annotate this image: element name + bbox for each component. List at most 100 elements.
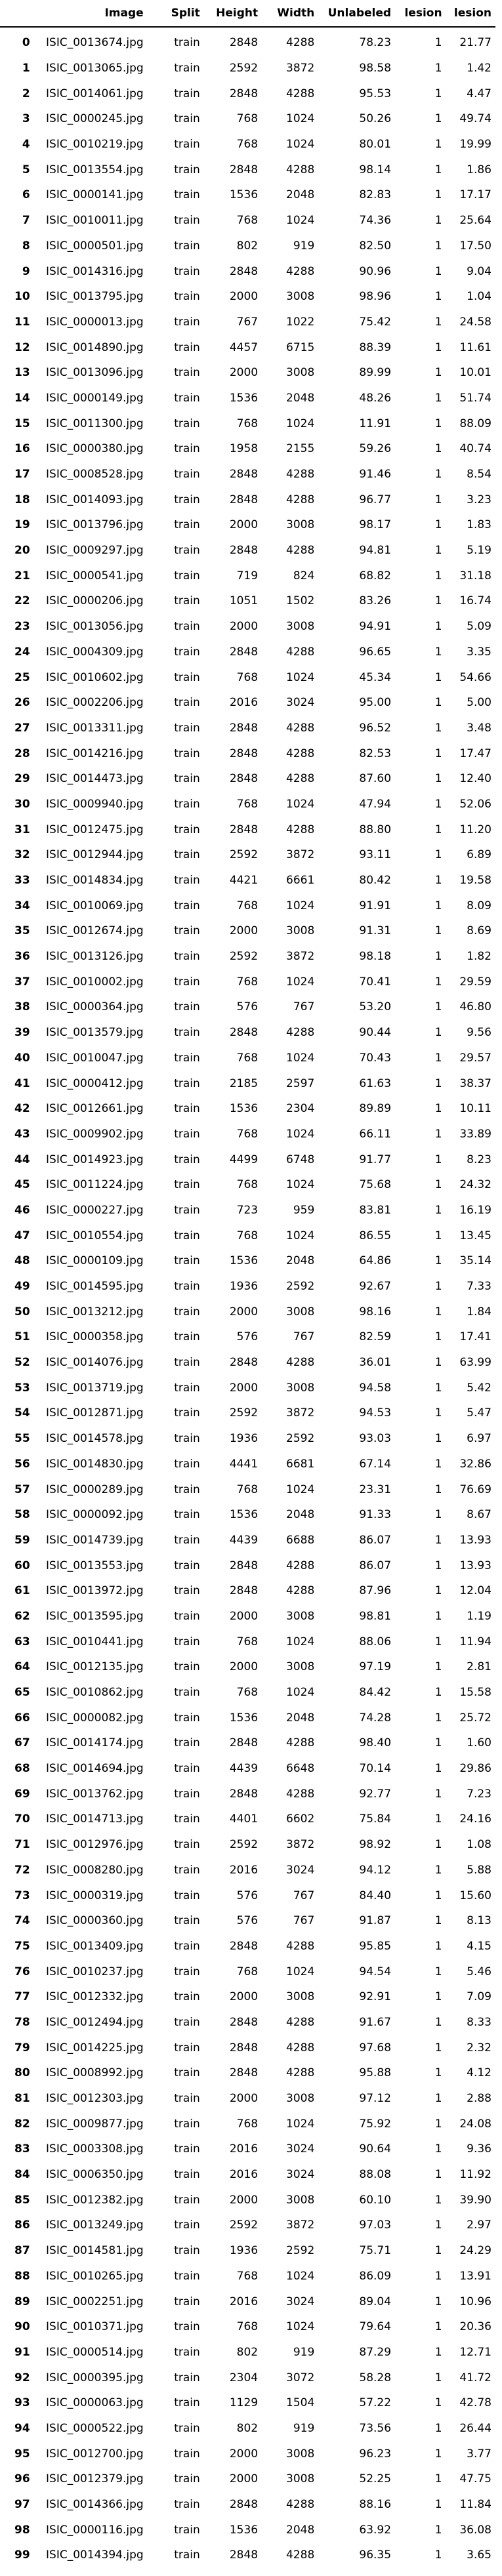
lesion-percent-cell: 5.09: [467, 620, 492, 634]
lesion-percent-cell: 10.96: [459, 2295, 492, 2308]
lesion-percent-cell: 7.33: [467, 1280, 492, 1294]
image-cell: ISIC_0000063.jpg: [46, 2396, 144, 2410]
image-cell: ISIC_0013796.jpg: [46, 518, 144, 532]
table-row: 9 ISIC_0014316.jpg train 2848 4288 90.96 1 9.04: [0, 258, 495, 284]
lesion-label-cell: 1: [434, 493, 442, 506]
split-cell: train: [174, 1381, 200, 1395]
image-cell: ISIC_0010371.jpg: [46, 2320, 144, 2334]
lesion-label-cell: 1: [434, 2548, 442, 2562]
lesion-label-cell: 1: [434, 1711, 442, 1725]
table-row: 13 ISIC_0013096.jpg train 2000 3008 89.99 1 10.…: [0, 360, 495, 386]
lesion-percent-cell: 1.19: [467, 1609, 492, 1623]
row-index: 71: [14, 1838, 30, 1852]
table-row: 35 ISIC_0012674.jpg train 2000 3008 91.31 1 8.6…: [0, 918, 495, 944]
lesion-percent-cell: 24.08: [459, 2117, 492, 2131]
lesion-percent-cell: 12.71: [459, 2345, 492, 2359]
height-cell: 2848: [229, 544, 259, 558]
image-cell: ISIC_0014581.jpg: [46, 2244, 144, 2258]
lesion-label-cell: 1: [434, 772, 442, 786]
width-cell: 1024: [286, 2117, 315, 2131]
lesion-label-cell: 1: [434, 1762, 442, 1776]
lesion-percent-cell: 1.04: [467, 290, 492, 304]
height-cell: 2000: [229, 2472, 259, 2486]
height-cell: 4457: [229, 340, 259, 354]
row-index: 74: [14, 1914, 30, 1928]
height-cell: 2000: [229, 2447, 259, 2461]
image-cell: ISIC_0010265.jpg: [46, 2269, 144, 2283]
height-cell: 802: [236, 2345, 259, 2359]
image-cell: ISIC_0000206.jpg: [46, 594, 144, 608]
width-cell: 3008: [286, 366, 315, 380]
lesion-percent-cell: 76.69: [459, 1482, 492, 1496]
lesion-percent-cell: 16.74: [459, 594, 492, 608]
lesion-label-cell: 1: [434, 1635, 442, 1648]
split-cell: train: [174, 848, 200, 862]
table-row: 68 ISIC_0014694.jpg train 4439 6648 70.14 1 29.…: [0, 1756, 495, 1782]
lesion-label-cell: 1: [434, 1356, 442, 1370]
width-cell: 1024: [286, 1127, 315, 1141]
row-index: 53: [14, 1381, 30, 1395]
width-cell: 1024: [286, 138, 315, 152]
split-cell: train: [174, 239, 200, 253]
width-cell: 4288: [286, 1736, 315, 1750]
unlabeled-cell: 70.41: [359, 975, 392, 989]
split-cell: train: [174, 518, 200, 532]
row-index: 68: [14, 1762, 30, 1776]
image-cell: ISIC_0014890.jpg: [46, 340, 144, 354]
split-cell: train: [174, 2498, 200, 2512]
height-cell: 2016: [229, 2295, 259, 2308]
lesion-label-cell: 1: [434, 2218, 442, 2232]
width-cell: 4288: [286, 2548, 315, 2562]
width-cell: 1024: [286, 417, 315, 430]
lesion-percent-cell: 25.72: [459, 1711, 492, 1725]
unlabeled-cell: 88.08: [359, 2168, 392, 2182]
row-index: 41: [14, 1076, 30, 1090]
image-cell: ISIC_0013212.jpg: [46, 1305, 144, 1319]
split-cell: train: [174, 1635, 200, 1648]
height-cell: 2016: [229, 2168, 259, 2182]
lesion-label-cell: 1: [434, 1482, 442, 1496]
width-cell: 1024: [286, 1482, 315, 1496]
split-cell: train: [174, 569, 200, 583]
split-cell: train: [174, 950, 200, 964]
width-cell: 4288: [286, 2066, 315, 2080]
lesion-percent-cell: 3.65: [467, 2548, 492, 2562]
image-cell: ISIC_0013554.jpg: [46, 163, 144, 176]
row-index: 20: [14, 544, 30, 558]
width-cell: 2048: [286, 188, 315, 202]
image-cell: ISIC_0012494.jpg: [46, 2015, 144, 2029]
lesion-label-cell: 1: [434, 2269, 442, 2283]
lesion-label-cell: 1: [434, 518, 442, 532]
width-cell: 767: [293, 1914, 315, 1928]
lesion-label-cell: 1: [434, 1939, 442, 1953]
height-cell: 2000: [229, 290, 259, 304]
lesion-label-cell: 1: [434, 1965, 442, 1978]
unlabeled-cell: 83.81: [359, 1203, 392, 1217]
height-cell: 1936: [229, 1280, 259, 1294]
image-cell: ISIC_0013126.jpg: [46, 950, 144, 964]
unlabeled-cell: 98.17: [359, 518, 392, 532]
width-cell: 4288: [286, 1939, 315, 1953]
height-cell: 768: [236, 2320, 259, 2334]
unlabeled-cell: 97.03: [359, 2218, 392, 2232]
row-index: 48: [14, 1254, 30, 1268]
lesion-percent-cell: 63.99: [459, 1356, 492, 1370]
height-cell: 2848: [229, 2066, 259, 2080]
row-index: 94: [14, 2421, 30, 2435]
table-row: 16 ISIC_0000380.jpg train 1958 2155 59.26 1 40.…: [0, 436, 495, 462]
table-row: 20 ISIC_0009297.jpg train 2848 4288 94.81 1 5.1…: [0, 538, 495, 563]
split-cell: train: [174, 1153, 200, 1166]
lesion-percent-cell: 8.13: [467, 1914, 492, 1928]
lesion-label-cell: 1: [434, 2523, 442, 2537]
split-cell: train: [174, 2447, 200, 2461]
unlabeled-cell: 91.33: [359, 1508, 392, 1522]
split-cell: train: [174, 670, 200, 684]
lesion-percent-cell: 3.35: [467, 645, 492, 659]
row-index: 19: [14, 518, 30, 532]
height-cell: 768: [236, 1127, 259, 1141]
width-cell: 6602: [286, 1812, 315, 1826]
row-index: 51: [14, 1330, 30, 1344]
image-cell: ISIC_0000364.jpg: [46, 1000, 144, 1014]
table-row: 55 ISIC_0014578.jpg train 1936 2592 93.03 1 6.9…: [0, 1426, 495, 1452]
unlabeled-cell: 94.53: [359, 1406, 392, 1420]
